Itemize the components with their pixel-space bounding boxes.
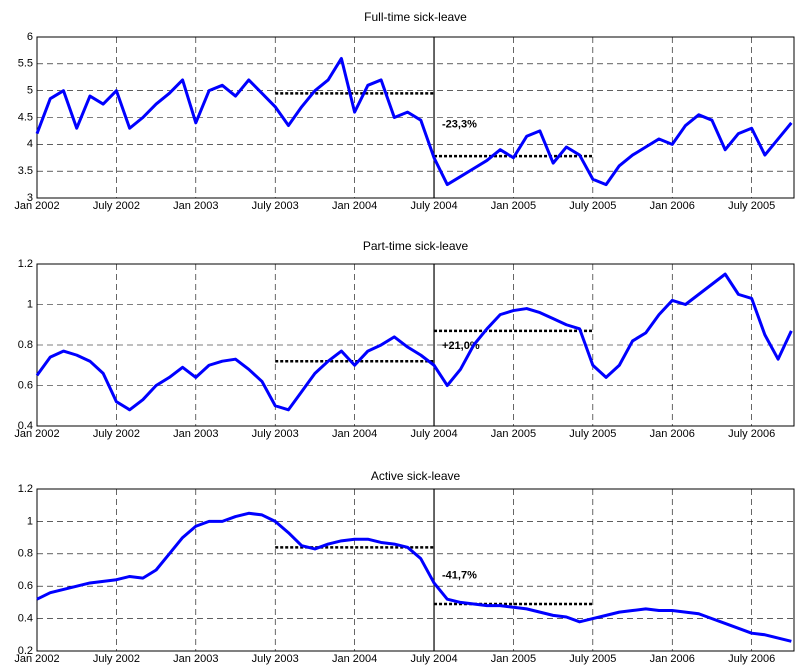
x-tick-label: Jan 2005 xyxy=(491,653,536,665)
y-tick-label: 0.6 xyxy=(18,580,33,592)
y-tick-label: 0.4 xyxy=(18,420,33,432)
y-tick-label: 0.8 xyxy=(18,339,33,351)
x-tick-label: July 2006 xyxy=(728,428,775,440)
x-tick-label: July 2002 xyxy=(93,428,140,440)
annotation: -41,7% xyxy=(442,570,477,582)
y-tick-label: 0.4 xyxy=(18,613,33,625)
x-tick-label: Jan 2004 xyxy=(332,200,377,212)
x-tick-label: Jan 2003 xyxy=(173,200,218,212)
axes-box xyxy=(36,36,795,199)
y-tick-label: 1.2 xyxy=(18,483,33,495)
y-tick-label: 0.8 xyxy=(18,548,33,560)
y-tick-label: 5.5 xyxy=(18,58,33,70)
x-tick-label: July 2003 xyxy=(252,653,299,665)
series-line xyxy=(35,272,793,412)
x-tick-label: Jan 2004 xyxy=(332,428,377,440)
x-tick-label: July 2005 xyxy=(728,200,775,212)
chart-title: Full-time sick-leave xyxy=(364,10,467,24)
x-tick-label: July 2005 xyxy=(569,428,616,440)
annotation: -23,3% xyxy=(442,119,477,131)
axes-box xyxy=(36,488,795,652)
y-tick-label: 0.6 xyxy=(18,379,33,391)
x-tick-label: July 2004 xyxy=(410,653,457,665)
y-tick-label: 6 xyxy=(27,31,33,43)
x-tick-label: July 2005 xyxy=(569,653,616,665)
y-tick-label: 4 xyxy=(27,138,33,150)
chart-title: Active sick-leave xyxy=(371,469,461,483)
x-tick-label: Jan 2006 xyxy=(650,200,695,212)
x-tick-label: July 2002 xyxy=(93,653,140,665)
axes-box xyxy=(36,263,795,427)
x-tick-label: Jan 2006 xyxy=(650,653,695,665)
x-tick-label: Jan 2003 xyxy=(173,428,218,440)
x-tick-label: July 2003 xyxy=(252,428,299,440)
x-tick-label: July 2005 xyxy=(569,200,616,212)
chart-title: Part-time sick-leave xyxy=(363,239,469,253)
x-tick-label: Jan 2005 xyxy=(491,428,536,440)
y-tick-label: 1 xyxy=(27,298,33,310)
x-tick-label: Jan 2002 xyxy=(14,653,59,665)
y-tick-label: 4.5 xyxy=(18,111,33,123)
y-tick-label: 5 xyxy=(27,85,33,97)
x-tick-label: July 2006 xyxy=(728,653,775,665)
y-tick-label: 0.2 xyxy=(18,645,33,657)
x-tick-label: Jan 2005 xyxy=(491,200,536,212)
x-tick-label: Jan 2006 xyxy=(650,428,695,440)
x-tick-label: July 2004 xyxy=(410,428,457,440)
x-tick-label: Jan 2004 xyxy=(332,653,377,665)
x-tick-label: Jan 2002 xyxy=(14,200,59,212)
y-tick-label: 3.5 xyxy=(18,165,33,177)
y-tick-label: 3 xyxy=(27,192,33,204)
y-tick-label: 1 xyxy=(27,515,33,527)
series-line xyxy=(35,56,793,187)
series-line xyxy=(36,511,792,643)
x-tick-label: July 2004 xyxy=(410,200,457,212)
y-tick-label: 1.2 xyxy=(18,258,33,270)
x-tick-label: Jan 2003 xyxy=(173,653,218,665)
x-tick-label: July 2002 xyxy=(93,200,140,212)
x-tick-label: July 2003 xyxy=(252,200,299,212)
x-tick-label: Jan 2002 xyxy=(14,428,59,440)
